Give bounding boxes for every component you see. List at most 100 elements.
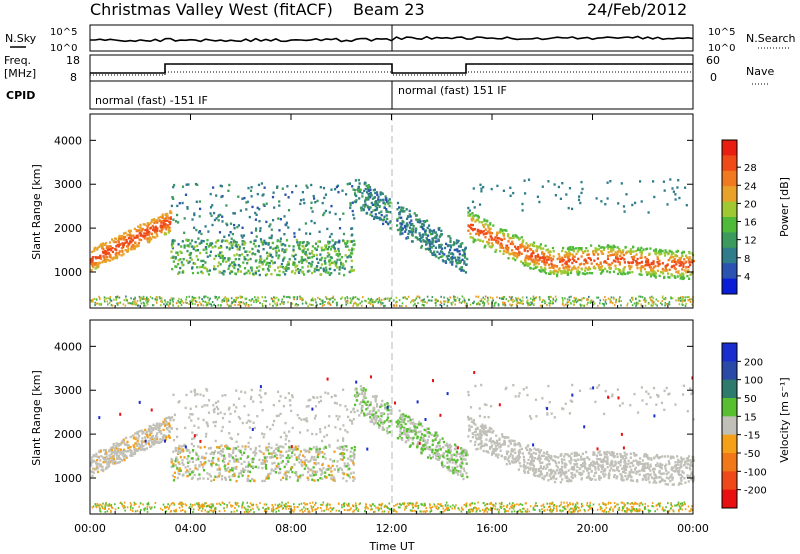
data-cell: [319, 428, 322, 431]
data-cell: [674, 198, 677, 201]
data-cell: [555, 298, 558, 301]
data-cell: [103, 298, 106, 301]
data-cell: [638, 262, 641, 265]
data-cell: [620, 454, 623, 457]
data-cell: [366, 204, 369, 208]
data-cell: [435, 237, 438, 240]
data-cell: [414, 426, 417, 429]
data-cell: [341, 454, 344, 457]
data-cell: [562, 246, 565, 250]
data-cell: [532, 459, 535, 463]
data-cell: [237, 303, 239, 306]
data-cell: [566, 301, 569, 304]
data-cell: [422, 301, 424, 304]
data-cell: [272, 300, 274, 303]
data-cell: [461, 459, 464, 463]
data-cell: [217, 239, 220, 242]
data-cell: [300, 297, 303, 299]
data-cell: [658, 480, 661, 484]
data-cell: [480, 440, 483, 443]
data-cell: [519, 298, 521, 301]
data-cell: [263, 186, 266, 189]
data-cell: [577, 248, 580, 251]
data-cell: [165, 213, 168, 216]
data-cell: [272, 304, 274, 307]
data-cell: [370, 301, 373, 304]
data-cell: [604, 473, 607, 476]
data-cell: [106, 252, 109, 255]
data-cell: [342, 232, 346, 236]
data-cell: [587, 301, 589, 304]
data-cell: [175, 302, 178, 305]
data-cell: [250, 231, 253, 234]
data-cell: [533, 303, 535, 306]
data-cell: [688, 252, 691, 255]
data-cell: [624, 462, 627, 465]
data-cell: [621, 455, 624, 458]
data-cell: [640, 468, 644, 472]
data-cell: [446, 301, 449, 304]
data-cell: [523, 264, 526, 267]
data-cell: [142, 301, 145, 304]
data-cell: [265, 220, 268, 224]
data-cell: [579, 201, 582, 205]
data-cell: [531, 302, 533, 305]
data-cell: [534, 266, 537, 269]
data-cell: [594, 468, 597, 471]
data-cell: [312, 458, 315, 461]
data-cell: [599, 299, 602, 302]
data-cell: [607, 251, 610, 254]
data-cell: [227, 304, 230, 307]
data-cell: [561, 270, 564, 273]
data-cell: [285, 463, 288, 466]
data-cell: [287, 301, 289, 304]
data-cell: [500, 246, 504, 249]
data-cell: [302, 298, 304, 301]
data-cell: [189, 468, 192, 471]
data-cell: [513, 461, 516, 464]
data-cell: [234, 447, 238, 450]
data-cell: [297, 457, 300, 460]
data-cell: [278, 399, 281, 403]
data-cell: [278, 273, 281, 277]
data-cell: [369, 192, 373, 195]
data-cell: [92, 265, 95, 269]
data-cell: [623, 261, 626, 264]
data-cell: [481, 423, 484, 426]
data-cell: [163, 233, 166, 236]
data-cell: [495, 248, 498, 252]
data-cell: [556, 273, 559, 276]
data-cell: [453, 295, 455, 298]
data-cell: [329, 303, 332, 306]
data-cell: [270, 228, 273, 231]
data-cell: [553, 272, 556, 275]
data-cell: [320, 273, 323, 276]
data-cell: [239, 296, 242, 299]
data-cell: [172, 197, 175, 200]
data-cell: [502, 246, 505, 250]
data-cell: [166, 219, 169, 222]
data-cell: [565, 303, 567, 306]
data-cell: [301, 464, 304, 468]
data-cell: [383, 218, 386, 221]
data-cell: [491, 453, 494, 456]
data-cell: [352, 462, 355, 465]
data-cell: [682, 275, 685, 278]
data-cell: [288, 476, 292, 479]
data-cell: [584, 250, 587, 253]
data-cell: [566, 298, 569, 301]
data-cell: [510, 252, 513, 255]
data-cell: [245, 208, 248, 211]
data-cell: [189, 253, 192, 256]
data-cell: [409, 223, 412, 226]
data-cell: [543, 260, 546, 263]
data-cell: [367, 196, 370, 199]
data-cell: [279, 240, 282, 243]
data-cell: [677, 458, 680, 462]
data-cell: [467, 418, 471, 421]
data-cell: [540, 266, 543, 269]
data-cell: [300, 259, 303, 262]
data-cell: [210, 303, 212, 306]
data-cell: [228, 242, 231, 245]
data-cell: [673, 260, 676, 264]
